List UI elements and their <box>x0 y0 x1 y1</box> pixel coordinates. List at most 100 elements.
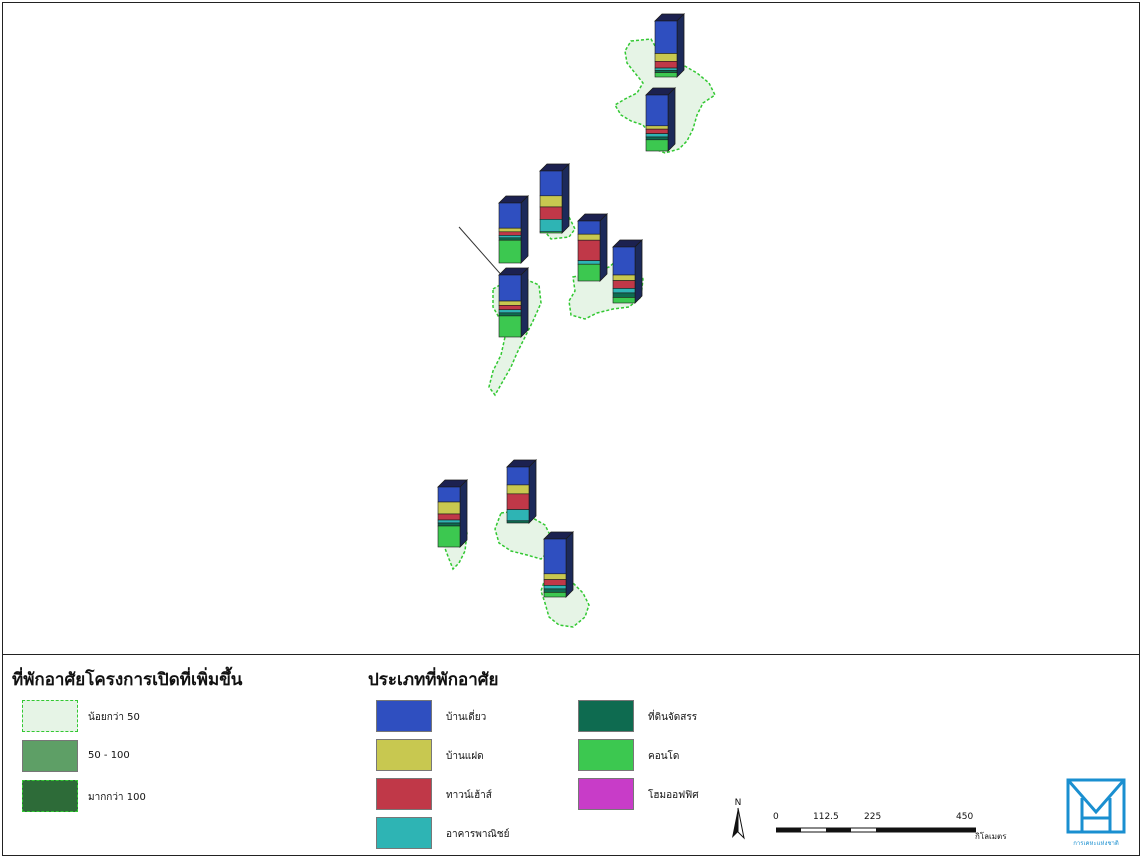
bar-segment <box>612 274 636 281</box>
bar-segment <box>506 466 530 486</box>
stacked-bar <box>498 195 529 264</box>
scale-unit: กิโลเมตร <box>975 832 1007 841</box>
bar-segment <box>645 128 669 134</box>
bar-segment <box>645 94 669 127</box>
bar-segment <box>539 195 563 208</box>
scale-bar-graphic <box>776 827 976 833</box>
bar-segment <box>577 233 601 241</box>
bar-segment <box>543 588 567 593</box>
bar-side-face <box>634 239 643 304</box>
legend-swatch-twin-house <box>376 739 432 771</box>
bar-segment <box>506 520 530 524</box>
stacked-bar <box>437 479 468 548</box>
bar-segment <box>543 573 567 580</box>
bar-segment <box>654 69 678 73</box>
bar-side-face <box>676 13 685 78</box>
scale-tick-3: 450 <box>956 812 974 822</box>
legend-type-title: ประเภทที่พักอาศัย <box>368 670 499 690</box>
bar-segment <box>539 231 563 234</box>
scale-tick-2: 225 <box>864 812 882 822</box>
bar-segment <box>577 263 601 282</box>
bar-segment <box>577 239 601 261</box>
legend-swatch-condo <box>578 739 634 771</box>
scale-bar: 0 112.5 225 450 กิโลเมตร <box>770 812 1030 842</box>
map-divider <box>3 654 1139 655</box>
bar-side-face <box>667 87 676 152</box>
bar-side-face <box>561 163 570 234</box>
bar-segment <box>506 484 530 495</box>
bar-segment <box>654 72 678 78</box>
bar-segment <box>612 288 636 294</box>
scale-tick-0: 0 <box>773 812 779 822</box>
legend-swatch-high <box>22 780 78 812</box>
bar-segment <box>498 231 522 236</box>
legend-area-title: ที่พักอาศัยโครงการเปิดที่เพิ่มขึ้น <box>12 670 243 690</box>
bar-segment <box>498 237 522 241</box>
legend-swatch-commercial <box>376 817 432 849</box>
legend-type-label: โฮมออฟฟิศ <box>648 790 699 801</box>
bar-segment <box>437 519 461 524</box>
bar-segment <box>539 219 563 233</box>
legend-swatch-low <box>22 700 78 732</box>
stacked-bars <box>437 13 685 598</box>
bar-segment <box>654 67 678 71</box>
bar-segment <box>498 202 522 229</box>
bar-segment <box>437 513 461 521</box>
stacked-bar <box>577 213 608 282</box>
stacked-bar <box>654 13 685 78</box>
logo-text: การเคหะแห่งชาติ <box>1073 840 1119 847</box>
bar-segment <box>498 239 522 264</box>
legend-swatch-land-allocation <box>578 700 634 732</box>
legend-area-label-high: มากกว่า 100 <box>88 792 146 803</box>
bar-segment <box>654 20 678 54</box>
bar-side-face <box>528 459 537 524</box>
bar-segment <box>612 246 636 276</box>
bar-segment <box>506 493 530 510</box>
bar-segment <box>612 280 636 289</box>
bar-segment <box>498 235 522 239</box>
bar-segment <box>645 133 669 138</box>
bar-segment <box>543 579 567 586</box>
legend-type-label: คอนโด <box>648 751 680 762</box>
bar-segment <box>543 592 567 598</box>
bar-side-face <box>599 213 608 282</box>
bar-segment <box>498 305 522 311</box>
bar-segment <box>654 61 678 69</box>
bar-segment <box>498 312 522 317</box>
stacked-bar <box>645 87 676 152</box>
legend-swatch-mid <box>22 740 78 772</box>
bar-segment <box>577 220 601 235</box>
bar-segment <box>645 136 669 141</box>
bar-side-face <box>565 531 574 598</box>
legend-type-label: บ้านแฝด <box>446 751 484 762</box>
scale-tick-1: 112.5 <box>813 812 839 822</box>
bar-segment <box>437 486 461 503</box>
bar-segment <box>577 260 601 265</box>
bar-segment <box>498 227 522 233</box>
north-label: N <box>735 798 742 808</box>
bar-segment <box>645 139 669 152</box>
stacked-bar <box>612 239 643 304</box>
north-arrow-icon: N <box>728 796 748 842</box>
legend-type-label: บ้านเดี่ยว <box>446 712 487 723</box>
bar-side-face <box>520 267 529 338</box>
bar-segment <box>539 170 563 197</box>
legend-type-label: ทาวน์เฮ้าส์ <box>446 790 492 801</box>
legend-area-label-mid: 50 - 100 <box>88 750 130 761</box>
stacked-bar <box>539 163 570 234</box>
legend-swatch-detached-house <box>376 700 432 732</box>
legend-type-label: ที่ดินจัดสรร <box>648 712 698 723</box>
map-canvas <box>437 13 716 628</box>
bar-segment <box>506 509 530 522</box>
bar-segment <box>437 501 461 515</box>
bar-segment <box>612 292 636 298</box>
legend-swatch-home-office <box>578 778 634 810</box>
bar-segment <box>498 315 522 338</box>
bar-segment <box>437 522 461 527</box>
legend-type-label: อาคารพาณิชย์ <box>446 829 510 840</box>
nha-logo: การเคหะแห่งชาติ <box>1062 778 1130 848</box>
map-area[interactable] <box>3 3 1139 654</box>
bar-segment <box>539 206 563 220</box>
bar-segment <box>654 53 678 62</box>
